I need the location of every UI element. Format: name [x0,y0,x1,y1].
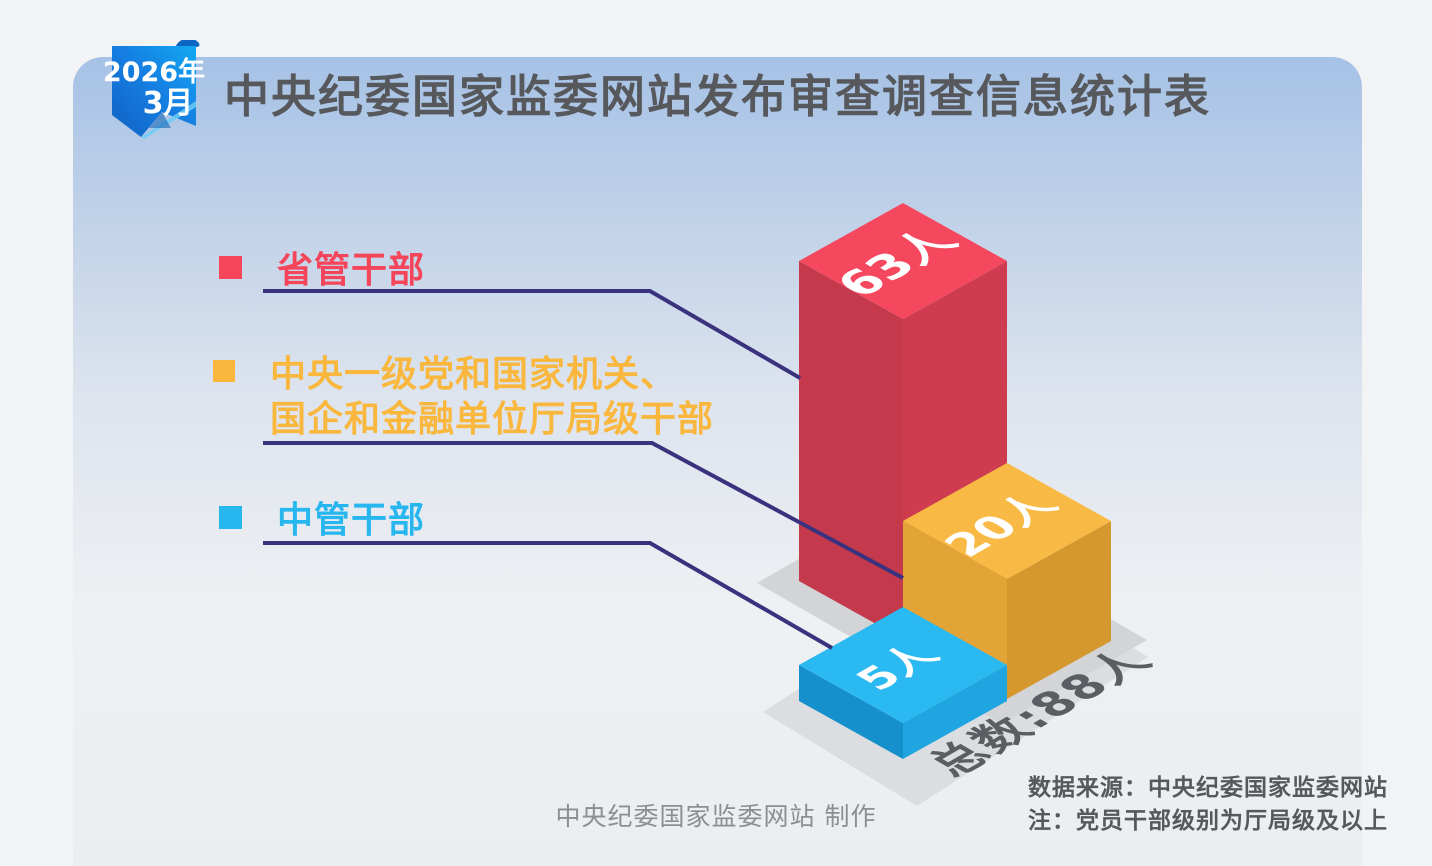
ribbon-fold-highlight [141,101,196,139]
legend-label-line1: 中央一级党和国家机关、 [270,354,678,395]
legend-swatch-red [219,256,242,279]
bar-red-top-face [799,203,1007,319]
legend-swatch-yellow [213,360,235,382]
connector-line-yellow [263,441,904,580]
legend-label-line2: 国企和金融单位厅局级干部 [270,399,715,440]
badge-month: 3月 [143,86,194,121]
footer-credit: 中央纪委国家监委网站 制作 [555,802,877,831]
date-ribbon-badge: 2026年 3月 [105,40,205,139]
bar-red [799,203,1007,639]
bar-blue-top-face [799,607,1007,723]
connector-line-blue [263,541,833,650]
legend-label-centrally-managed: 中管干部 [277,500,426,541]
page-title: 中央纪委国家监委网站发布审查调查信息统计表 [223,70,1211,123]
badge-year: 2026年 [105,56,205,88]
legend-item-centrally-managed: 中管干部 [219,498,425,543]
bar-blue-left-face [799,665,903,759]
footer-note: 注：党员干部级别为厅局级及以上 [1028,808,1388,834]
bar-red-left-face [799,261,903,639]
legend-label-central-bureau: 中央一级党和国家机关、 国企和金融单位厅局级干部 [270,352,714,442]
ribbon-body [112,46,196,137]
connector-line-red [263,289,802,380]
footer-source: 数据来源：中央纪委国家监委网站 [1028,775,1388,801]
bar-yellow [903,463,1111,699]
bar-yellow-right-face [1007,521,1111,699]
legend-item-central-bureau: 中央一级党和国家机关、 国企和金融单位厅局级干部 [213,352,714,442]
footer-source-note: 数据来源：中央纪委国家监委网站 注：党员干部级别为厅局级及以上 [1028,772,1388,838]
bar-blue-right-face [903,665,1007,759]
infographic-panel [73,57,1362,866]
ribbon-curl [176,40,200,47]
bar-blue [799,607,1007,759]
legend-swatch-blue [219,506,242,529]
ribbon-fold-shadow [149,112,171,128]
bar-yellow-top-face [903,463,1111,579]
legend-item-provincial: 省管干部 [219,248,425,293]
legend-label-provincial: 省管干部 [277,250,426,291]
